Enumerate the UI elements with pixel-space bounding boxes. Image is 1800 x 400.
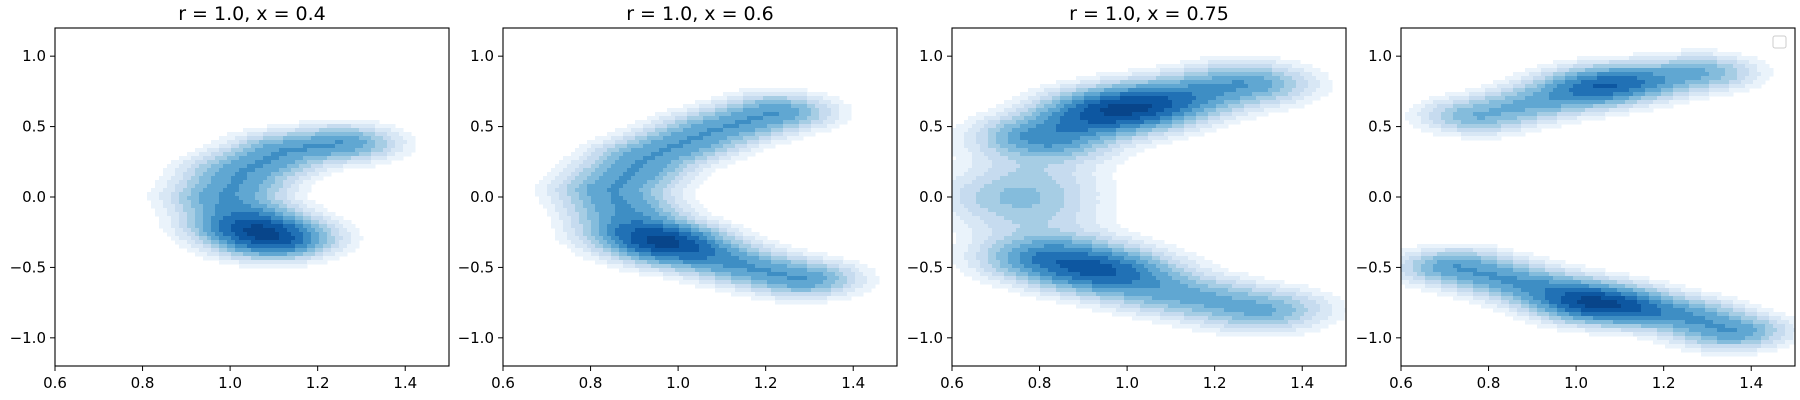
y-tick-label: −0.5 [907, 258, 943, 276]
density-contours [1401, 48, 1795, 357]
subplot-4: 0.6 0.8 1.0 1.2 1.4 −1.0 −0.5 0.0 0.5 1.0 [1356, 27, 1796, 392]
x-tick-label: 0.8 [579, 374, 603, 392]
subplot-2: 0.6 0.8 1.0 1.2 1.4 −1.0 −0.5 0.0 0.5 1.0 r = 1.0,… [458, 3, 898, 392]
y-tick-label: −1.0 [458, 329, 494, 347]
subplot-title: r = 1.0, x = 0.4 [178, 3, 326, 25]
x-tick-label: 1.0 [1564, 374, 1588, 392]
y-tick-label: 0.0 [919, 188, 943, 206]
y-tick-label: 1.0 [470, 47, 494, 65]
y-tick-label: −0.5 [1356, 258, 1392, 276]
x-tick-label: 1.0 [666, 374, 690, 392]
x-tick-label: 1.2 [1203, 374, 1227, 392]
density-contours [535, 88, 880, 305]
y-tick-label: 0.5 [1368, 118, 1392, 136]
x-tick-label: 1.0 [218, 374, 242, 392]
y-tick-label: 1.0 [1368, 47, 1392, 65]
x-tick-label: 0.6 [940, 374, 964, 392]
y-tick-label: −0.5 [10, 258, 46, 276]
y-tick-label: 0.0 [1368, 188, 1392, 206]
x-tick-label: 0.6 [43, 374, 67, 392]
subplot-1: 0.6 0.8 1.0 1.2 1.4 −1.0 −0.5 0.0 0.5 1.0 r = 1.0,… [10, 3, 450, 392]
density-contours [952, 56, 1346, 337]
x-tick-label: 1.4 [1290, 374, 1314, 392]
x-tick-label: 1.2 [754, 374, 778, 392]
y-tick-label: −0.5 [458, 258, 494, 276]
x-tick-label: 1.4 [393, 374, 417, 392]
y-tick-label: 0.5 [919, 118, 943, 136]
x-tick-label: 1.2 [1652, 374, 1676, 392]
x-tick-label: 1.2 [306, 374, 330, 392]
x-tick-label: 1.4 [841, 374, 865, 392]
subplot-3: 0.6 0.8 1.0 1.2 1.4 −1.0 −0.5 0.0 0.5 1.0 r = 1.0,… [907, 3, 1347, 392]
x-tick-label: 1.4 [1739, 374, 1763, 392]
x-tick-label: 0.6 [491, 374, 515, 392]
y-tick-label: 0.0 [470, 188, 494, 206]
density-contours [147, 120, 416, 269]
y-tick-label: −1.0 [10, 329, 46, 347]
y-tick-label: 0.0 [22, 188, 46, 206]
y-tick-label: 1.0 [919, 47, 943, 65]
y-tick-label: 1.0 [22, 47, 46, 65]
legend-box [1772, 35, 1787, 49]
y-tick-label: 0.5 [470, 118, 494, 136]
subplot-title: r = 1.0, x = 0.75 [1069, 3, 1229, 25]
x-tick-label: 0.8 [1477, 374, 1501, 392]
y-tick-label: 0.5 [22, 118, 46, 136]
y-tick-label: −1.0 [907, 329, 943, 347]
subplot-title: r = 1.0, x = 0.6 [626, 3, 774, 25]
x-tick-label: 1.0 [1115, 374, 1139, 392]
x-tick-label: 0.6 [1389, 374, 1413, 392]
x-tick-label: 0.8 [1028, 374, 1052, 392]
y-tick-label: −1.0 [1356, 329, 1392, 347]
x-tick-label: 0.8 [131, 374, 155, 392]
